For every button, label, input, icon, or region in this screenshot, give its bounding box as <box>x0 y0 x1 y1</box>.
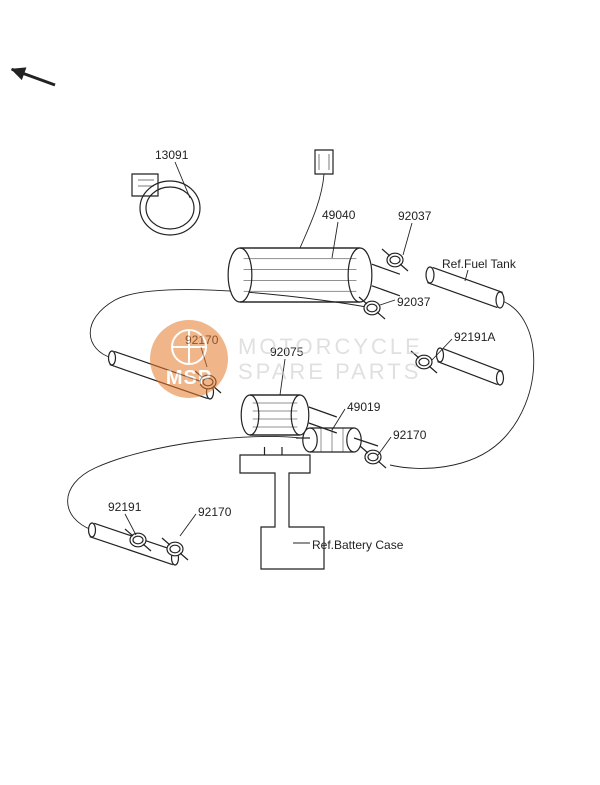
callout-92191: 92191 <box>108 500 141 514</box>
callout-92170c: 92170 <box>198 505 231 519</box>
watermark-text: MOTORCYCLE SPARE PARTS <box>238 334 423 385</box>
callout-92191A: 92191A <box>454 330 495 344</box>
callout-reffuel: Ref.Fuel Tank <box>442 257 516 271</box>
watermark-badge-text: MSP <box>166 367 212 390</box>
callout-92170b: 92170 <box>393 428 426 442</box>
callout-49040: 49040 <box>322 208 355 222</box>
callout-92037a: 92037 <box>398 209 431 223</box>
watermark: MSP MOTORCYCLE SPARE PARTS <box>150 320 423 398</box>
globe-icon <box>171 329 207 365</box>
callout-refbatt: Ref.Battery Case <box>312 538 403 552</box>
callout-13091: 13091 <box>155 148 188 162</box>
watermark-badge: MSP <box>150 320 228 398</box>
callout-49019: 49019 <box>347 400 380 414</box>
callout-92037b: 92037 <box>397 295 430 309</box>
